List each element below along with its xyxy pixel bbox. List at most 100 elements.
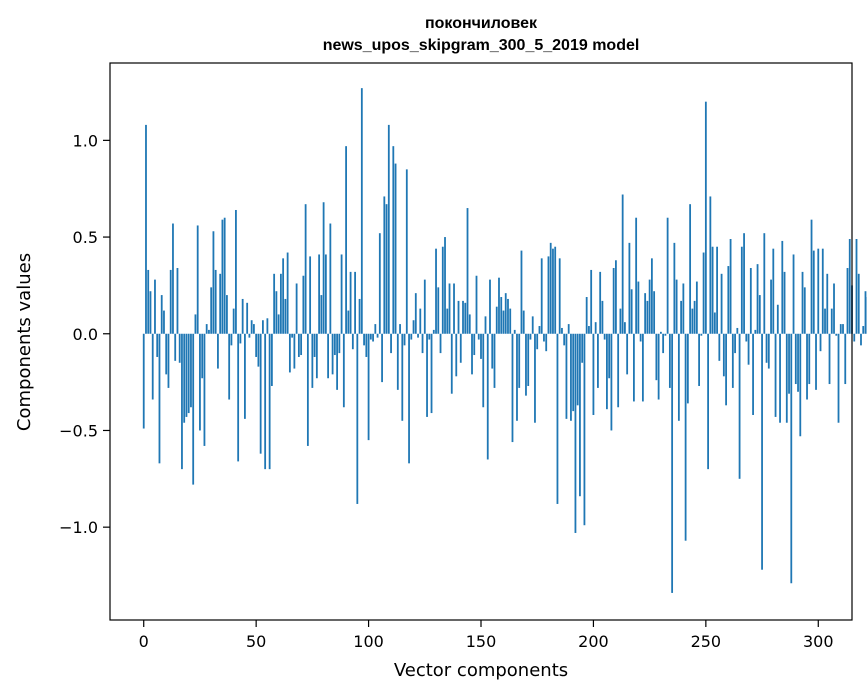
- bar: [322, 202, 325, 334]
- bar: [518, 333, 521, 388]
- bar: [417, 333, 419, 338]
- bar: [489, 279, 491, 334]
- bar: [860, 333, 862, 346]
- bar: [493, 333, 496, 388]
- bar: [588, 326, 590, 334]
- bar: [235, 209, 237, 334]
- bar: [300, 333, 303, 356]
- y-axis-label: Components values: [14, 253, 35, 431]
- bar: [428, 333, 431, 340]
- bar: [817, 248, 820, 334]
- bar: [349, 271, 352, 334]
- bar: [437, 287, 440, 334]
- bar: [824, 308, 826, 334]
- bar: [754, 329, 757, 334]
- bar: [444, 237, 446, 334]
- bar: [853, 333, 856, 342]
- bar: [363, 333, 365, 346]
- bar: [441, 246, 444, 334]
- bar: [621, 194, 624, 334]
- bar: [250, 320, 253, 334]
- bar: [615, 260, 617, 334]
- y-axis-ticks: −1.0 −0.5 0.0 0.5 1.0: [59, 131, 110, 537]
- bar: [214, 269, 217, 334]
- bar: [612, 268, 615, 334]
- x-tick-label: 300: [803, 632, 834, 651]
- bar: [421, 333, 424, 354]
- bar: [662, 333, 665, 354]
- bar: [248, 333, 251, 338]
- bar: [203, 333, 206, 446]
- bar: [722, 333, 725, 377]
- bar: [864, 291, 867, 334]
- bar: [718, 333, 721, 361]
- bar: [668, 333, 671, 388]
- bar: [574, 333, 577, 533]
- bar: [646, 300, 649, 334]
- bar: [740, 246, 743, 334]
- bar: [147, 269, 150, 334]
- bar: [369, 333, 372, 340]
- bar: [756, 264, 759, 334]
- bar: [704, 101, 707, 334]
- bar: [419, 308, 422, 334]
- bar: [774, 333, 777, 417]
- bar: [803, 287, 806, 334]
- bar: [482, 333, 485, 408]
- bar: [653, 291, 656, 334]
- bar: [378, 233, 381, 334]
- bar: [711, 246, 714, 334]
- bar: [293, 333, 296, 369]
- bar: [327, 333, 329, 379]
- bar: [536, 333, 539, 350]
- bar: [531, 316, 534, 334]
- bar: [635, 217, 638, 334]
- bar: [239, 333, 242, 344]
- bars-group: [142, 88, 867, 593]
- bar: [284, 298, 287, 334]
- bar: [345, 146, 347, 334]
- bar: [228, 333, 231, 400]
- bar: [313, 333, 316, 357]
- bar: [628, 242, 631, 334]
- bar: [504, 293, 507, 334]
- bar: [226, 295, 228, 334]
- bar: [453, 283, 455, 334]
- bar: [210, 287, 213, 334]
- bar: [426, 333, 428, 417]
- bar: [776, 304, 779, 334]
- bar: [583, 333, 586, 526]
- bar: [196, 225, 199, 334]
- bar: [270, 333, 273, 386]
- bar: [743, 233, 745, 334]
- bar: [430, 333, 433, 414]
- bar: [855, 239, 858, 334]
- bar: [659, 331, 662, 334]
- bar: [448, 283, 451, 334]
- bar: [468, 314, 471, 334]
- bar: [522, 310, 525, 334]
- bar: [792, 254, 795, 334]
- bar: [462, 300, 464, 334]
- bar: [423, 279, 426, 334]
- bar: [610, 333, 613, 431]
- bar: [282, 258, 285, 334]
- bar: [765, 333, 768, 363]
- bar: [169, 269, 172, 334]
- bar: [356, 333, 359, 504]
- bar: [630, 289, 633, 334]
- bar: [475, 275, 478, 334]
- bar: [277, 314, 280, 334]
- x-tick-label: 250: [691, 632, 722, 651]
- bar: [561, 327, 563, 334]
- bar: [819, 333, 822, 352]
- chart-title: покончиловек: [425, 15, 538, 32]
- bar: [801, 271, 804, 334]
- bar: [552, 248, 554, 334]
- bar: [473, 333, 476, 356]
- bar: [367, 333, 370, 441]
- bar: [842, 324, 844, 334]
- bar: [486, 333, 489, 460]
- bar: [279, 273, 282, 334]
- bar: [432, 329, 435, 334]
